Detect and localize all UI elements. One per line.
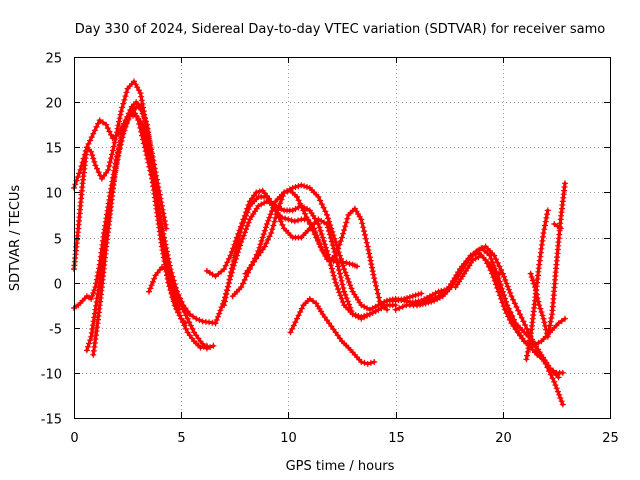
- x-tick-label: 20: [495, 431, 512, 446]
- x-tick-label: 0: [70, 431, 78, 446]
- series-trace-20: [551, 221, 564, 232]
- series-trace-6: [146, 264, 217, 352]
- axis-ticks: [74, 57, 611, 419]
- series-trace-17: [491, 270, 506, 277]
- x-tick-labels: 0 5 10 15 20 25: [70, 431, 618, 446]
- series-trace-16: [452, 252, 562, 381]
- x-axis-label: GPS time / hours: [286, 459, 395, 474]
- series-trace-18: [523, 207, 551, 363]
- x-tick-label: 25: [602, 431, 619, 446]
- chart-title: Day 330 of 2024, Sidereal Day-to-day VTE…: [75, 22, 606, 37]
- series-markers: [491, 270, 506, 277]
- y-tick-label: -5: [49, 323, 62, 338]
- series-markers: [146, 264, 217, 352]
- series-markers: [523, 207, 551, 363]
- series-markers: [527, 180, 568, 340]
- series-markers: [242, 187, 390, 313]
- series-trace-19: [527, 180, 568, 340]
- series-trace-11: [242, 187, 390, 313]
- x-tick-label: 15: [388, 431, 405, 446]
- x-tick-label: 10: [280, 431, 297, 446]
- data-series: [71, 78, 568, 408]
- series-trace-12: [287, 295, 378, 367]
- series-line: [288, 297, 376, 366]
- series-trace-5: [90, 99, 170, 358]
- series-markers: [452, 252, 562, 381]
- y-tick-label: -15: [41, 413, 62, 428]
- series-line: [85, 104, 188, 352]
- y-tick-label: 15: [45, 142, 62, 157]
- y-tick-labels: -15 -10 -5 0 5 10 15 20 25: [41, 52, 62, 428]
- y-tick-label: 20: [45, 97, 62, 112]
- y-tick-label: -10: [41, 368, 62, 383]
- series-markers: [90, 99, 170, 358]
- series-line: [529, 181, 567, 339]
- x-tick-label: 5: [177, 431, 185, 446]
- y-tick-label: 10: [45, 187, 62, 202]
- y-tick-label: 0: [54, 278, 62, 293]
- y-axis-label: SDTVAR / TECUs: [8, 185, 23, 292]
- series-markers: [287, 295, 378, 367]
- series-markers: [551, 221, 564, 232]
- series-trace-9: [221, 193, 390, 322]
- y-tick-label: 25: [45, 52, 62, 67]
- y-tick-label: 5: [54, 233, 62, 248]
- series-markers: [221, 193, 390, 322]
